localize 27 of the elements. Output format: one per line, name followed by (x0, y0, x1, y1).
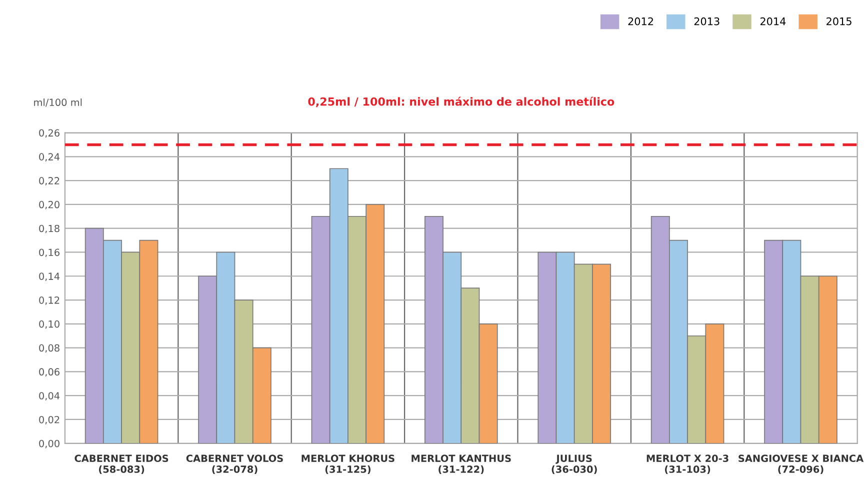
y-tick-label: 0,04 (39, 392, 60, 400)
x-tick-label: CABERNET EIDOS (58-083) (74, 454, 168, 474)
x-tick-label: MERLOT KHORUS (31-125) (302, 454, 394, 474)
y-axis-title: ml/100 ml (34, 98, 82, 107)
y-tick-label: 0,20 (39, 200, 60, 210)
x-tick-label: JULIUS (36-030) (552, 454, 597, 474)
y-tick-label: 0,26 (39, 129, 60, 138)
x-tick-label: CABERNET VOLOS (32-078) (186, 454, 283, 474)
x-tick-label: MERLOT X 20-3 (31-103) (646, 454, 728, 474)
legend-label: 2014 (760, 17, 786, 26)
x-tick-label: MERLOT KANTHUS (31-122) (412, 454, 511, 474)
y-tick-label: 0,06 (39, 368, 60, 377)
y-tick-label: 0,10 (39, 320, 60, 329)
y-tick-label: 0,00 (39, 440, 60, 448)
y-tick-label: 0,16 (39, 248, 60, 258)
y-tick-label: 0,08 (39, 344, 60, 353)
y-tick-label: 0,24 (39, 153, 60, 162)
y-tick-label: 0,12 (39, 296, 60, 305)
legend-label: 2015 (826, 17, 852, 26)
y-tick-label: 0,18 (39, 224, 60, 234)
y-tick-label: 0,22 (39, 177, 60, 186)
ref-line-label: 0,25ml / 100ml: nivel máximo de alcohol metílico (308, 96, 614, 108)
y-tick-label: 0,14 (39, 272, 60, 281)
legend-label: 2013 (694, 17, 720, 26)
x-tick-label: SANGIOVESE X BIANCA (72-096) (738, 454, 864, 474)
y-tick-label: 0,02 (39, 416, 60, 424)
legend-label: 2012 (628, 17, 653, 26)
